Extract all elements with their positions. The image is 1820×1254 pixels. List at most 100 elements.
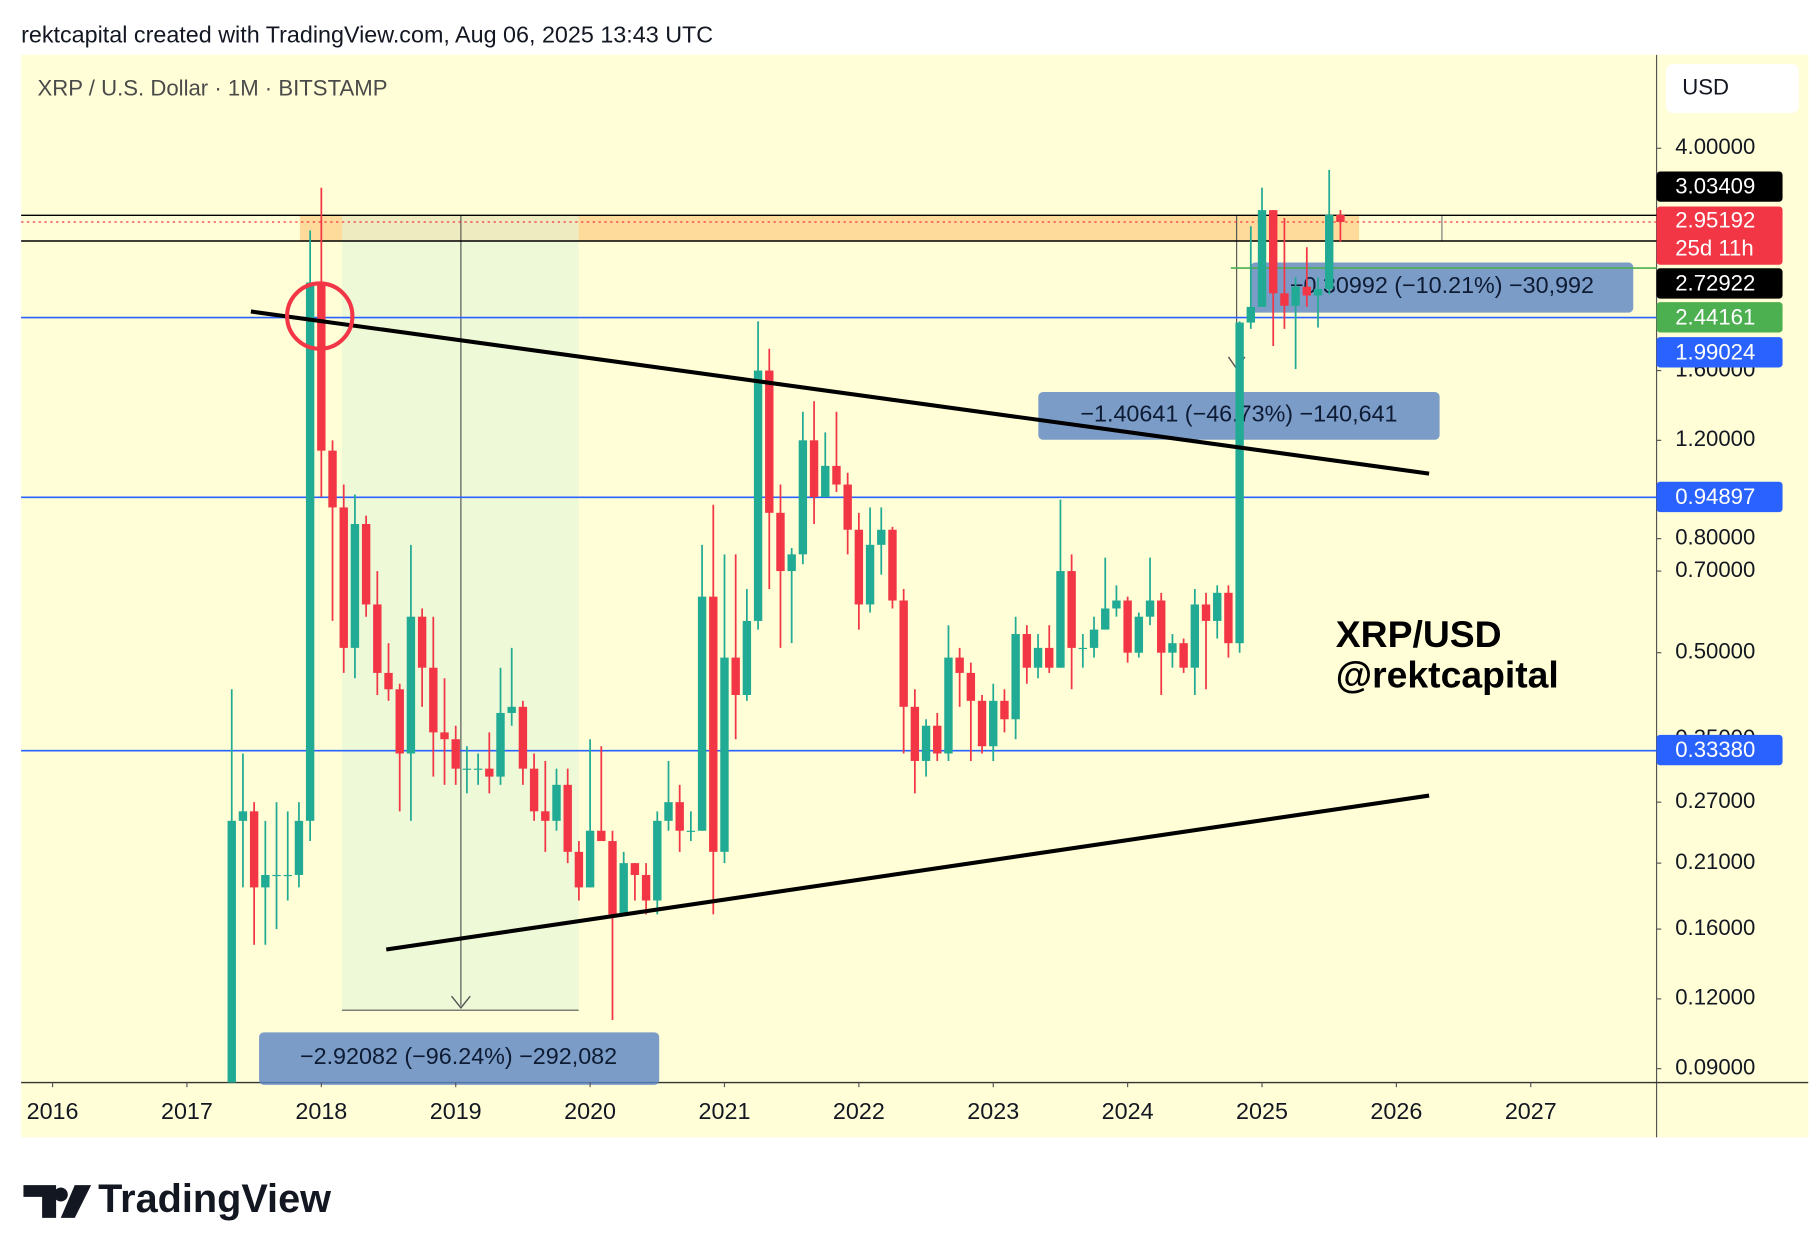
candle-body xyxy=(328,450,337,508)
x-tick-label: 2024 xyxy=(1102,1098,1154,1124)
candle-body xyxy=(1123,600,1132,653)
candle-body xyxy=(944,657,953,754)
x-tick-label: 2023 xyxy=(967,1098,1019,1124)
y-tick-label: 0.27000 xyxy=(1675,788,1755,813)
candle-body xyxy=(238,811,248,821)
candle-body xyxy=(1000,700,1009,720)
candle-body xyxy=(865,544,875,605)
candle-body xyxy=(1134,616,1144,653)
candle-body xyxy=(1168,643,1177,653)
candle-body xyxy=(989,700,998,747)
x-tick-label: 2022 xyxy=(833,1098,885,1124)
candle-body xyxy=(1280,293,1289,306)
candle-body xyxy=(1179,643,1188,668)
candle-body xyxy=(317,282,326,451)
candle-body xyxy=(485,768,494,777)
candle-body xyxy=(473,768,483,770)
measure-box xyxy=(1250,262,1634,313)
candle-body xyxy=(877,529,886,545)
candle-body xyxy=(1045,647,1054,668)
y-tick-label: 0.16000 xyxy=(1675,915,1755,940)
chart-title: XRP / U.S. Dollar · 1M · BITSTAMP xyxy=(37,76,387,101)
candle-body xyxy=(272,874,281,877)
currency-button[interactable] xyxy=(1665,64,1799,114)
price-label: 0.33380 xyxy=(1675,737,1755,762)
current-price-label: 2.95192 xyxy=(1675,207,1755,232)
candle-body xyxy=(1089,629,1099,648)
candle-body xyxy=(1201,604,1211,621)
candle-body xyxy=(720,657,729,852)
price-label: 2.72922 xyxy=(1675,270,1755,295)
x-tick-label: 2025 xyxy=(1236,1098,1288,1124)
candle-body xyxy=(1078,647,1088,650)
candle-body xyxy=(854,529,864,605)
y-tick-label: 0.80000 xyxy=(1675,525,1755,550)
y-tick-label: 1.20000 xyxy=(1675,426,1755,451)
candle-body xyxy=(529,768,539,812)
candle-body xyxy=(742,620,752,695)
candle-body xyxy=(653,820,662,901)
trendline xyxy=(250,309,1430,476)
candle-body xyxy=(888,529,897,601)
candle-body xyxy=(384,672,393,690)
candle-body xyxy=(1313,288,1323,296)
x-tick-label: 2018 xyxy=(295,1098,347,1124)
price-label: 1.99024 xyxy=(1675,339,1755,364)
logo-mark xyxy=(23,1185,92,1218)
x-tick-label: 2020 xyxy=(564,1098,616,1124)
candle-body xyxy=(406,616,416,754)
candle-body xyxy=(1235,322,1244,644)
annotation: @rektcapital xyxy=(1336,654,1559,696)
candle-body xyxy=(921,725,931,761)
candle-body xyxy=(429,667,438,733)
candle-body xyxy=(977,700,987,747)
price-label-box xyxy=(1656,302,1783,333)
annotation: XRP/USD xyxy=(1336,613,1502,655)
logo: TradingView xyxy=(23,1177,331,1221)
candle-body xyxy=(1246,306,1256,323)
measure-box xyxy=(259,1032,660,1085)
candle-body xyxy=(776,512,785,572)
candle-body xyxy=(563,784,572,852)
y-tick-label: 0.09000 xyxy=(1675,1055,1755,1080)
price-label: 2.44161 xyxy=(1675,304,1755,329)
candle-body xyxy=(787,554,796,572)
candle-body xyxy=(619,863,628,915)
candle-body xyxy=(261,874,270,888)
price-label-box xyxy=(1656,481,1783,513)
candle-body xyxy=(597,830,606,842)
measure-arrow xyxy=(451,995,471,1009)
candle-body xyxy=(809,440,819,497)
candle-body xyxy=(395,689,404,754)
x-tick-label: 2021 xyxy=(699,1098,751,1124)
candle-body xyxy=(1112,600,1121,609)
candle-body xyxy=(440,732,449,740)
candle-body xyxy=(709,596,718,852)
currency-label[interactable]: USD xyxy=(1682,75,1729,100)
candle-body xyxy=(1257,210,1267,307)
y-tick-label: 0.21000 xyxy=(1675,849,1755,874)
candle-body xyxy=(507,706,516,713)
candle-body xyxy=(731,657,740,695)
candle-body xyxy=(518,706,528,769)
candle-body xyxy=(283,874,292,877)
candle-body xyxy=(910,706,920,761)
candle-body xyxy=(933,725,942,754)
x-tick-label: 2019 xyxy=(430,1098,482,1124)
y-tick-label: 0.12000 xyxy=(1675,985,1755,1010)
candle-body xyxy=(630,863,640,875)
price-label: 0.94897 xyxy=(1675,484,1755,509)
candle-body xyxy=(899,600,908,707)
candle-body xyxy=(1302,286,1312,296)
candle-body xyxy=(574,851,584,888)
candle-body xyxy=(608,841,617,915)
candle-body xyxy=(294,820,304,875)
header: rektcapital created with TradingView.com… xyxy=(21,21,713,47)
front-layer: −2.92082 (−96.24%) −292,082 XRP/USD@rektc… xyxy=(27,134,1783,1124)
price-label-box xyxy=(1656,268,1783,299)
candle-body xyxy=(1056,571,1065,668)
countdown-label: 25d 11h xyxy=(1675,235,1753,260)
candle-body xyxy=(1011,634,1020,720)
candle-body xyxy=(552,784,561,821)
